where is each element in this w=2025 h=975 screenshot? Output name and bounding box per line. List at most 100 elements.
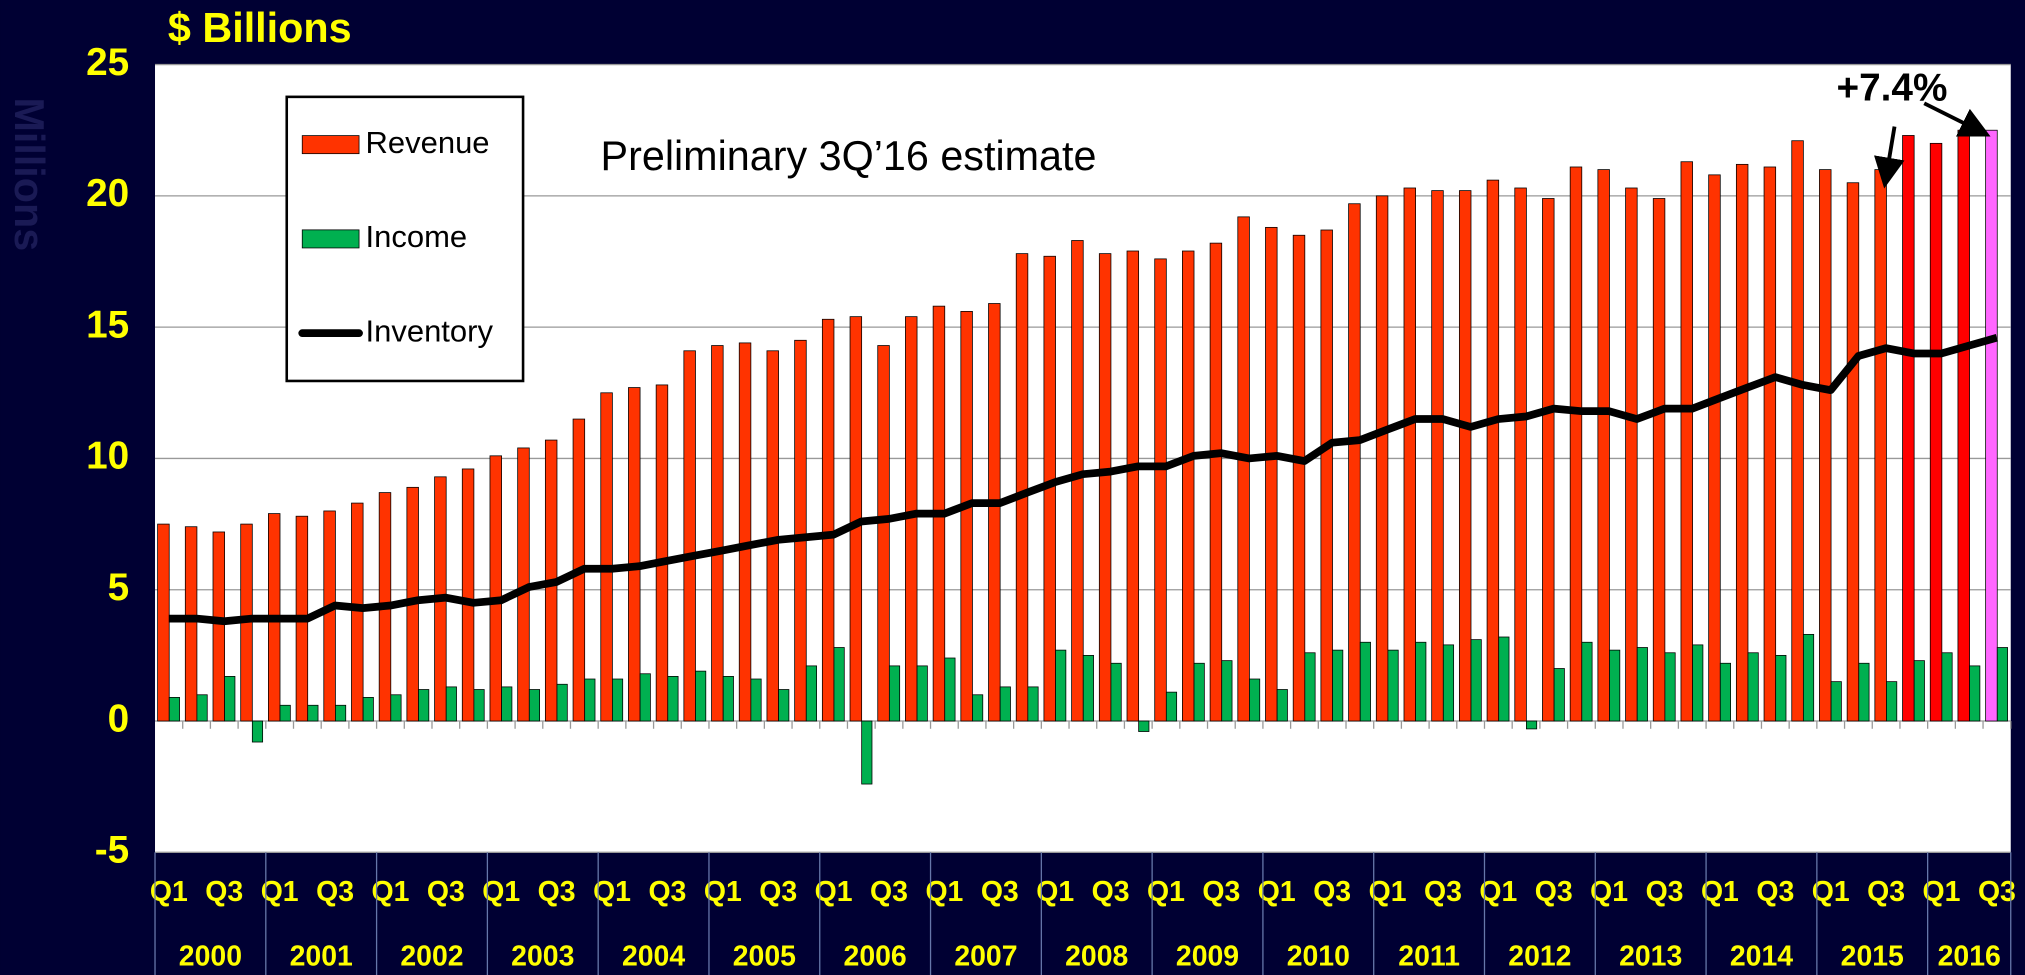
year-label: 2010	[1287, 941, 1350, 973]
y-tick-label: 5	[108, 566, 130, 609]
x-tick-label: Q3	[205, 876, 243, 908]
x-tick-label: Q3	[870, 876, 908, 908]
bar	[501, 686, 513, 722]
bar	[1498, 636, 1510, 722]
bar	[722, 675, 734, 722]
bar	[351, 502, 364, 722]
legend-label: Revenue	[366, 125, 490, 160]
x-tick-label: Q3	[1756, 876, 1794, 908]
year-label: 2015	[1841, 941, 1904, 973]
bar	[888, 665, 901, 722]
bar	[528, 689, 541, 722]
bar	[1182, 250, 1195, 722]
bar	[960, 311, 973, 722]
bar	[1941, 652, 1953, 722]
bar	[184, 526, 198, 722]
x-tick-label: Q1	[261, 876, 299, 908]
bar	[390, 694, 402, 722]
legend: Revenue Income Inventory	[285, 95, 525, 383]
bar	[157, 523, 170, 722]
x-tick-label: Q1	[150, 876, 188, 908]
year-label: 2014	[1730, 941, 1793, 973]
bar	[766, 350, 779, 722]
bar	[628, 387, 641, 722]
bar	[1015, 253, 1029, 722]
legend-swatch	[301, 135, 360, 155]
bar	[1292, 234, 1306, 722]
bar	[1692, 644, 1704, 722]
bar	[1526, 720, 1538, 730]
bar	[1082, 654, 1094, 722]
bar	[1996, 647, 2008, 722]
bar	[1276, 689, 1288, 722]
bar	[1609, 649, 1621, 722]
bar	[323, 510, 336, 722]
bar	[1165, 691, 1178, 722]
legend-label: Inventory	[366, 313, 494, 348]
bar	[1265, 226, 1278, 722]
bar	[778, 689, 790, 722]
bar	[1486, 179, 1500, 722]
bar	[1553, 668, 1565, 722]
bar	[1375, 195, 1389, 722]
x-tick-label: Q3	[1867, 876, 1905, 908]
bar	[1957, 129, 1970, 722]
bar	[307, 704, 319, 722]
x-tick-label: Q1	[482, 876, 520, 908]
x-tick-label: Q1	[593, 876, 631, 908]
bar	[168, 697, 180, 722]
bar	[999, 686, 1011, 722]
year-label: 2005	[733, 941, 796, 973]
bar	[1320, 229, 1333, 722]
bar	[695, 670, 707, 722]
x-tick-label: Q1	[925, 876, 963, 908]
year-label: 2009	[1176, 941, 1239, 973]
bar	[750, 678, 762, 722]
chart-title: $ Billions	[168, 5, 352, 51]
bar	[1098, 253, 1112, 722]
bar	[1680, 161, 1693, 722]
y-tick-label: 25	[86, 41, 129, 84]
bar	[1237, 216, 1250, 722]
x-tick-label: Q3	[981, 876, 1019, 908]
bar	[1027, 686, 1039, 722]
bar	[196, 694, 208, 722]
bar	[916, 665, 928, 722]
x-tick-label: Q3	[1313, 876, 1351, 908]
x-tick-label: Q3	[648, 876, 686, 908]
x-tick-label: Q3	[538, 876, 576, 908]
bar	[1387, 649, 1399, 722]
x-tick-label: Q3	[427, 876, 465, 908]
bar	[1597, 169, 1610, 722]
x-tick-label: Q3	[316, 876, 354, 908]
x-tick-label: Q1	[1590, 876, 1628, 908]
bar	[335, 704, 347, 722]
x-tick-label: Q1	[1479, 876, 1517, 908]
year-label: 2002	[400, 941, 463, 973]
bar	[805, 665, 817, 722]
x-tick-label: Q1	[1923, 876, 1961, 908]
bar	[461, 468, 475, 722]
bar	[988, 303, 1001, 722]
callout: +7.4%	[1836, 67, 1947, 110]
year-label: 2004	[622, 941, 685, 973]
bar	[251, 720, 264, 743]
bar	[738, 342, 752, 722]
bar	[1664, 652, 1676, 722]
bar	[1581, 641, 1593, 722]
x-tick-label: Q3	[1978, 876, 2016, 908]
year-label: 2000	[179, 941, 242, 973]
x-tick-label: Q1	[1701, 876, 1739, 908]
legend-label: Income	[366, 219, 468, 254]
x-tick-label: Q1	[1812, 876, 1850, 908]
bar	[1636, 647, 1648, 722]
bar	[1929, 142, 1943, 722]
bar	[1126, 250, 1140, 722]
year-label: 2003	[511, 941, 574, 973]
bar	[489, 455, 502, 722]
year-label: 2007	[954, 941, 1017, 973]
bar	[1775, 654, 1787, 722]
x-tick-label: Q3	[1646, 876, 1684, 908]
year-label: 2011	[1398, 941, 1460, 973]
